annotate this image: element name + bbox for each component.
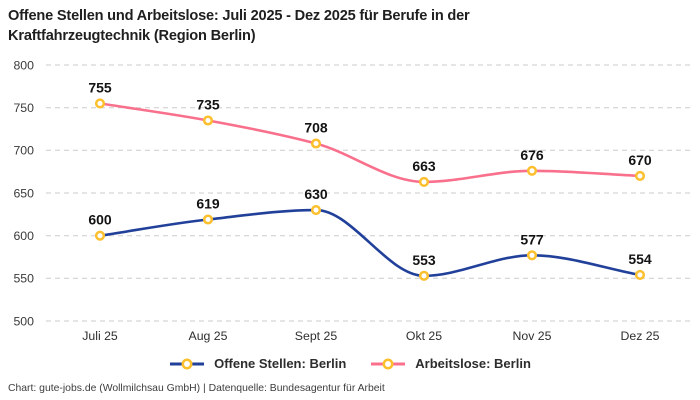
- data-point-label: 577: [520, 231, 544, 247]
- y-tick-label: 500: [13, 314, 34, 328]
- data-point-marker: [634, 170, 646, 181]
- attribution-text: Chart: gute-jobs.de (Wollmilchsau GmbH) …: [8, 383, 385, 394]
- legend-marker-circle-icon: [382, 358, 394, 369]
- legend-swatch-arbeitslose: [371, 358, 406, 369]
- data-point-marker: [94, 230, 106, 241]
- data-point-label: 676: [520, 147, 544, 163]
- chart-legend: Offene Stellen: Berlin Arbeitslose: Berl…: [0, 356, 700, 371]
- legend-marker-circle-icon: [181, 358, 193, 369]
- data-point-label: 670: [628, 152, 652, 168]
- data-point-marker: [94, 98, 106, 109]
- x-tick-label: Sept 25: [295, 329, 338, 343]
- line-chart: 500 550 600 650 700 750 800 Juli 25 Aug 25 Sept 2…: [13, 58, 694, 343]
- data-point-label: 663: [412, 158, 436, 174]
- x-tick-label: Okt 25: [406, 329, 442, 343]
- data-point-marker: [634, 269, 646, 280]
- data-point-label: 708: [304, 120, 328, 136]
- data-point-label: 619: [196, 196, 220, 212]
- x-tick-label: Juli 25: [82, 329, 118, 343]
- data-point-label: 553: [412, 252, 436, 268]
- series-line: [98, 208, 642, 278]
- data-point-marker: [526, 165, 538, 176]
- y-tick-label: 800: [13, 58, 34, 72]
- legend-item-arbeitslose[interactable]: Arbeitslose: Berlin: [370, 356, 531, 371]
- x-tick-label: Aug 25: [189, 329, 228, 343]
- legend-label-arbeitslose: Arbeitslose: Berlin: [415, 356, 531, 371]
- data-point-marker: [418, 176, 430, 187]
- y-tick-label: 750: [13, 101, 34, 115]
- series-line: [98, 102, 642, 184]
- data-point-label: 600: [88, 212, 112, 228]
- y-tick-label: 650: [13, 186, 34, 200]
- data-point-marker: [526, 250, 538, 261]
- legend-item-offene-stellen[interactable]: Offene Stellen: Berlin: [169, 356, 346, 371]
- chart-title: Offene Stellen und Arbeitslose: Juli 202…: [8, 8, 470, 45]
- data-point-marker: [310, 205, 322, 216]
- x-tick-label: Nov 25: [513, 329, 552, 343]
- legend-label-offene-stellen: Offene Stellen: Berlin: [214, 356, 347, 371]
- y-tick-label: 600: [13, 229, 34, 243]
- x-tick-label: Dez 25: [621, 329, 660, 343]
- data-point-label: 755: [88, 79, 112, 95]
- data-point-marker: [202, 115, 214, 126]
- legend-swatch-offene-stellen: [170, 358, 205, 369]
- y-tick-label: 700: [13, 144, 34, 158]
- data-point-label: 630: [304, 186, 328, 202]
- y-tick-label: 550: [13, 272, 34, 286]
- data-point-label: 735: [196, 97, 220, 113]
- data-point-marker: [418, 270, 430, 281]
- data-point-marker: [310, 138, 322, 149]
- data-point-label: 554: [628, 251, 652, 267]
- data-point-marker: [202, 214, 214, 225]
